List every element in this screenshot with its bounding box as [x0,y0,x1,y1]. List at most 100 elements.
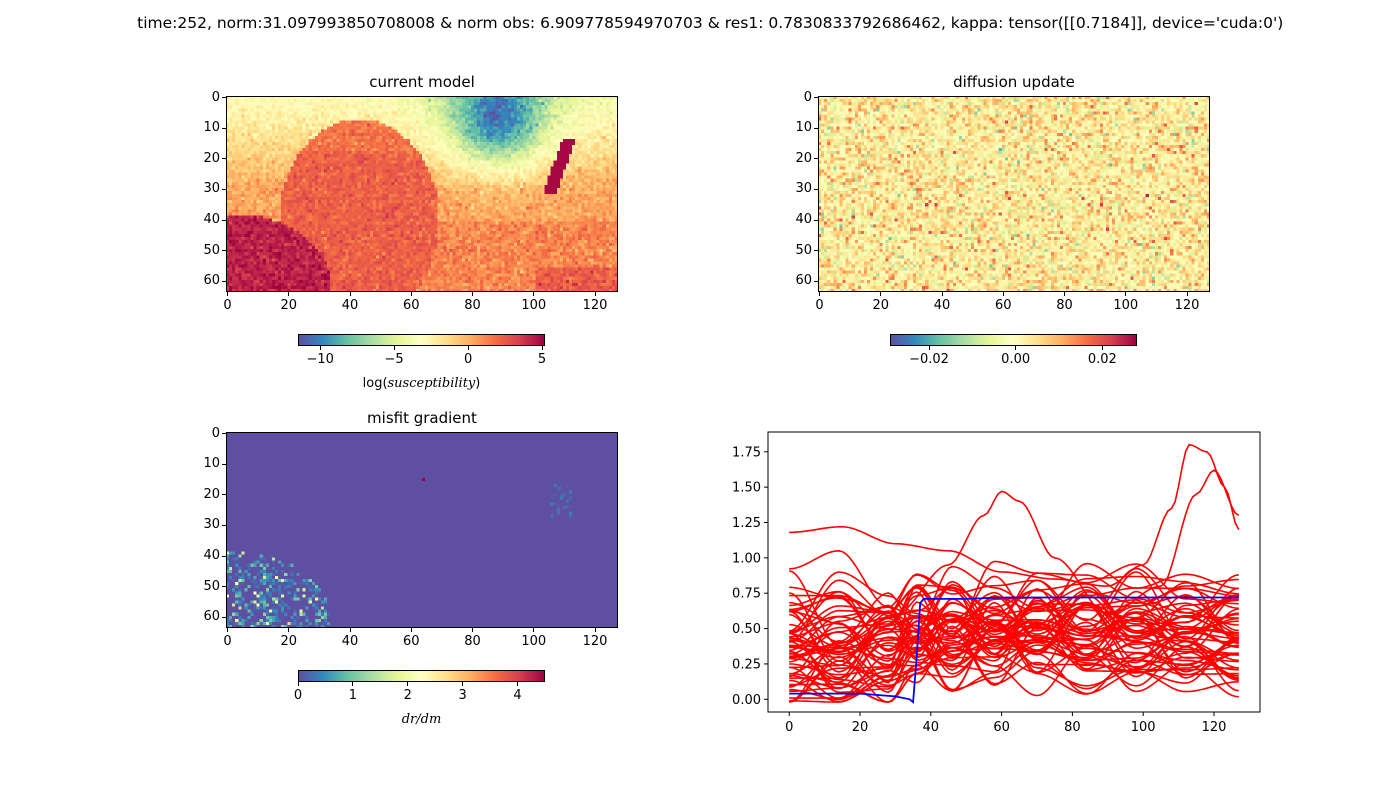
diffusion-update-xtick [1186,292,1188,296]
diffusion-update-ytick-label: 0 [803,89,812,105]
misfit-gradient-xtick-label: 40 [341,634,359,649]
current-model-heatmap [226,96,618,292]
misfit-gradient-colorbar-tick [517,682,519,686]
diffusion-update-ytick [814,280,818,282]
red-series-line [789,634,1239,693]
current-model-xtick-label: 100 [521,298,547,313]
diffusion-update-colorbar-tick [1101,346,1103,350]
diffusion-update-ytick-label: 10 [795,120,812,136]
current-model-xtick-label: 80 [464,298,481,313]
diffusion-update-ytick-label: 30 [795,181,812,197]
line-plot-ytick-label: 0.75 [732,587,761,602]
line-plot-xtick-label: 120 [1202,720,1227,735]
line-plot-ytick-label: 1.75 [732,445,761,460]
line-plot-xtick-label: 40 [923,720,940,735]
line-plot-ytick-label: 0.50 [732,622,761,637]
misfit-gradient-xtick [288,628,290,632]
misfit-gradient-ytick-label: 20 [203,486,220,502]
current-model-xtick-label: 120 [582,298,608,313]
current-model-ytick-label: 0 [211,89,220,105]
misfit-gradient-heatmap [226,432,618,628]
diffusion-update-xtick-label: 80 [1056,298,1073,313]
diffusion-update-ytick [814,127,818,129]
current-model-ytick-label: 50 [203,242,220,258]
misfit-gradient-ytick [222,616,226,618]
misfit-gradient-colorbar-label: dr/dm [401,712,442,727]
diffusion-update-ytick-label: 40 [795,212,812,228]
current-model-ytick-label: 20 [203,150,220,166]
misfit-gradient-colorbar-tick [462,682,464,686]
current-model-xtick [349,292,351,296]
diffusion-update-xtick [880,292,882,296]
current-model-axes-frame [226,96,618,292]
misfit-gradient-xtick-label: 60 [403,634,420,649]
diffusion-update-xtick-label: 20 [872,298,890,313]
red-series-line [789,599,1239,679]
line-plot-xtick-label: 60 [993,720,1010,735]
current-model-xtick-label: 0 [223,298,232,313]
line-plot-ytick-label: 1.50 [732,481,761,496]
misfit-gradient-ytick-label: 10 [203,456,220,472]
diffusion-update-heatmap [818,96,1210,292]
diffusion-update-ytick [814,188,818,190]
red-series-line [789,469,1240,658]
diffusion-update-xtick-label: 40 [933,298,951,313]
current-model-ytick [222,158,226,160]
red-series-line [789,595,1239,673]
current-model-ytick [222,219,226,221]
misfit-gradient-xtick [533,628,535,632]
current-model-colorbar-frame [298,334,545,346]
current-model-colorbar-tick-label: −10 [306,352,334,367]
diffusion-update-colorbar-tick [1015,346,1017,350]
diffusion-update-xtick [819,292,821,296]
diffusion-update-ytick-label: 60 [795,273,812,289]
current-model-ytick [222,97,226,99]
misfit-gradient-ytick-label: 0 [211,425,220,441]
red-series-line [789,618,1239,682]
blue-true-model-line [789,596,1239,704]
line-plot-ytick-label: 0.25 [732,657,761,672]
panel-title-diffusion-update: diffusion update [953,73,1075,91]
misfit-gradient-colorbar-tick [407,682,409,686]
line-plot-xtick-label: 80 [1064,720,1081,735]
red-series-line [789,634,1239,703]
red-series-line [789,624,1239,701]
diffusion-update-ytick [814,219,818,221]
misfit-gradient-ytick [222,524,226,526]
line-plot-ytick-label: 0.00 [732,693,761,708]
misfit-gradient-colorbar [298,670,545,682]
current-model-xtick [594,292,596,296]
current-model-ytick-label: 40 [203,212,220,228]
diffusion-update-xtick-label: 0 [815,298,824,313]
red-series-line [789,625,1239,700]
current-model-colorbar-tick [467,346,469,350]
red-series-line [789,598,1239,674]
diffusion-update-ytick [814,97,818,99]
current-model-ytick [222,188,226,190]
diffusion-update-xtick-label: 60 [995,298,1012,313]
misfit-gradient-ytick [222,555,226,557]
diffusion-update-colorbar-tick-label: 0.00 [1001,352,1031,367]
current-model-xtick-label: 20 [280,298,298,313]
misfit-gradient-ytick [222,433,226,435]
misfit-gradient-xtick-label: 80 [464,634,481,649]
current-model-xtick-label: 40 [341,298,359,313]
misfit-gradient-colorbar-tick-label: 1 [348,688,358,703]
current-model-ytick [222,127,226,129]
current-model-colorbar-tick [541,346,543,350]
misfit-gradient-xtick [349,628,351,632]
misfit-gradient-xtick [594,628,596,632]
misfit-gradient-xtick-label: 100 [521,634,547,649]
diffusion-update-ytick [814,250,818,252]
diffusion-update-axes-frame [818,96,1210,292]
current-model-colorbar [298,334,545,346]
diffusion-update-xtick [1125,292,1127,296]
current-model-ytick-label: 30 [203,181,220,197]
diffusion-update-xtick [941,292,943,296]
misfit-gradient-colorbar-tick [352,682,354,686]
line-plot-xtick-label: 0 [785,720,793,735]
misfit-gradient-ytick-label: 30 [203,517,220,533]
panel-title-misfit-gradient: misfit gradient [367,409,477,427]
misfit-gradient-colorbar-tick [297,682,299,686]
